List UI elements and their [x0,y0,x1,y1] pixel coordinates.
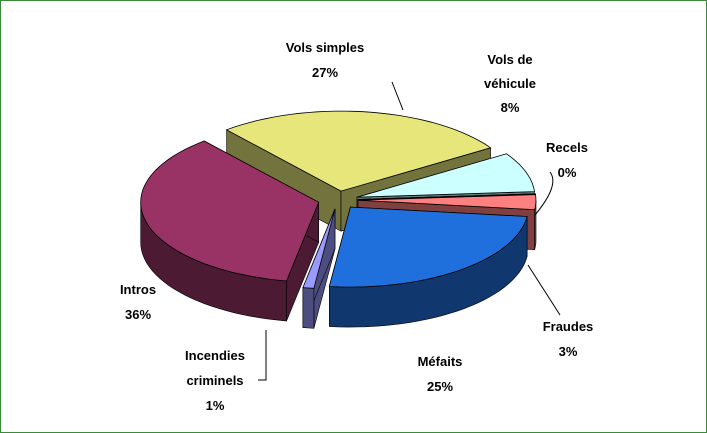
label: Incendies criminels 1% [170,343,260,418]
leader-line [391,81,404,111]
value-label: 1% [205,398,225,413]
label: Vols simples 27% [270,35,380,85]
slice [357,194,537,211]
slice-side [302,287,315,329]
slice [328,206,528,288]
leader-line [527,264,561,316]
category-label: Fraudes [542,319,594,334]
value-label: 36% [124,307,152,322]
value-label: 8% [500,100,520,115]
category-label: Recels [546,140,588,155]
value-label: 3% [558,344,578,359]
label: Méfaits 25% [400,349,480,399]
slice [357,193,536,200]
leader-lines [258,81,561,381]
value-label: 0% [557,165,577,180]
label: Fraudes 3% [528,314,608,364]
slice [140,140,320,282]
slice [302,208,336,289]
leader-line [258,330,267,381]
leader-line [534,171,554,216]
value-label: 27% [311,65,339,80]
category-label: Méfaits [417,354,463,369]
category-label: Vols de véhicule [483,52,537,91]
value-label: 25% [426,379,454,394]
category-label: Intros [119,282,157,297]
category-label: Vols simples [285,40,365,55]
label: Recels 0% [532,135,602,185]
label: Intros 36% [103,277,173,327]
label: Vols de véhicule 8% [473,48,548,120]
slice [356,153,535,198]
category-label: Incendies criminels [185,348,245,388]
slice [225,110,492,192]
pie [140,110,537,329]
